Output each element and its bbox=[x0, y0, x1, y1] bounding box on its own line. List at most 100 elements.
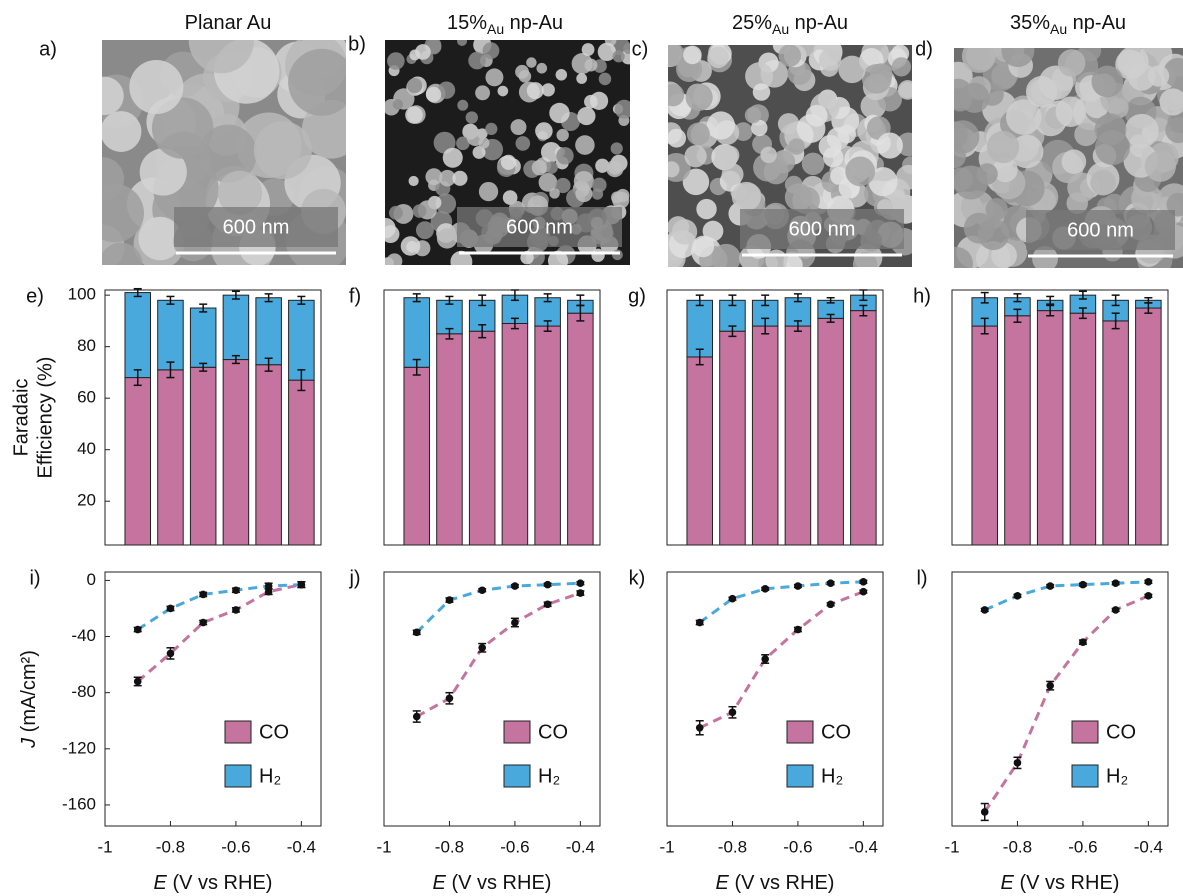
panel-label: b) bbox=[348, 33, 366, 55]
sem-grain bbox=[720, 146, 739, 165]
column-title: 25%Au np-Au bbox=[732, 12, 848, 36]
scale-bar-label: 600 nm bbox=[789, 218, 856, 240]
sem-image: 600 nm bbox=[939, 31, 1183, 280]
data-point bbox=[167, 605, 175, 613]
bar-segment bbox=[223, 295, 249, 359]
sem-grain bbox=[389, 206, 403, 220]
title-rest: np-Au bbox=[1067, 12, 1126, 34]
data-point bbox=[696, 619, 704, 627]
y-tick-label: -80 bbox=[71, 682, 96, 701]
sem-grain bbox=[611, 142, 623, 154]
sem-grain bbox=[838, 56, 865, 83]
data-point bbox=[134, 678, 142, 686]
sem-grain bbox=[662, 84, 684, 106]
chart-bar: h) bbox=[913, 285, 1168, 545]
data-point bbox=[413, 713, 421, 721]
bar-segment bbox=[851, 311, 877, 545]
sem-grain bbox=[732, 182, 761, 211]
legend-label: H₂ bbox=[1106, 765, 1128, 787]
data-point bbox=[729, 709, 737, 717]
sem-grain bbox=[616, 189, 629, 202]
data-point bbox=[1046, 682, 1054, 690]
data-point bbox=[1112, 606, 1120, 614]
panel-label: k) bbox=[629, 567, 646, 589]
panel-label: d) bbox=[915, 38, 933, 60]
y-tick-label: 100 bbox=[68, 285, 96, 304]
data-point bbox=[478, 644, 486, 652]
data-point bbox=[794, 582, 802, 590]
series-line bbox=[138, 585, 302, 682]
data-point bbox=[827, 579, 835, 587]
data-point bbox=[1145, 578, 1153, 586]
data-point bbox=[577, 579, 585, 587]
data-point bbox=[1014, 592, 1022, 600]
sem-grain bbox=[778, 113, 799, 134]
bar-segment bbox=[125, 378, 151, 545]
data-point bbox=[446, 596, 454, 604]
panel-label: h) bbox=[913, 285, 931, 307]
title-text: 35% bbox=[1010, 12, 1050, 34]
series-line bbox=[700, 592, 864, 728]
sem-grain bbox=[576, 73, 587, 84]
y-axis-label: J (mA/cm²) bbox=[18, 650, 40, 749]
y-tick-label: 0 bbox=[87, 570, 96, 589]
bar-segment bbox=[972, 326, 998, 545]
legend-swatch bbox=[1072, 721, 1098, 743]
sem-grain bbox=[549, 103, 569, 123]
sem-grain bbox=[1145, 150, 1176, 181]
bar-segment bbox=[1103, 321, 1129, 545]
sem-grain bbox=[599, 73, 612, 86]
data-point bbox=[232, 606, 240, 614]
sem-grain bbox=[443, 148, 463, 168]
sem-grain bbox=[687, 122, 710, 145]
data-point bbox=[167, 650, 175, 658]
legend-swatch bbox=[1072, 765, 1098, 787]
sem-image: 600 nm bbox=[657, 35, 921, 277]
sem-grain bbox=[545, 161, 558, 174]
sem-grain bbox=[101, 111, 142, 152]
sem-grain bbox=[467, 128, 485, 146]
sem-grain bbox=[405, 106, 423, 124]
sem-grain bbox=[416, 221, 434, 239]
legend-label: CO bbox=[259, 721, 289, 743]
sem-grain bbox=[485, 123, 497, 135]
sem-grain bbox=[511, 119, 527, 135]
sem-grain bbox=[898, 80, 918, 100]
sem-grain bbox=[788, 138, 804, 154]
sem-grain bbox=[954, 166, 988, 200]
chart-bar: f) bbox=[349, 285, 600, 545]
panel-label: e) bbox=[26, 285, 44, 307]
sem-grain bbox=[686, 84, 713, 111]
x-tick-label: -0.6 bbox=[221, 837, 250, 856]
title-rest: np-Au bbox=[504, 12, 563, 34]
data-point bbox=[511, 619, 519, 627]
sem-grain bbox=[575, 185, 592, 202]
x-axis-label: E (V vs RHE) bbox=[433, 872, 552, 894]
x-tick-label: -0.4 bbox=[1134, 837, 1163, 856]
x-axis-label: E (V vs RHE) bbox=[1001, 872, 1120, 894]
sem-grain bbox=[683, 46, 702, 65]
panel-label: f) bbox=[349, 285, 361, 307]
y-tick-label: 20 bbox=[77, 491, 96, 510]
sem-grain bbox=[615, 100, 634, 119]
x-tick-label: -0.8 bbox=[435, 837, 464, 856]
bar-segment bbox=[469, 331, 495, 545]
y-tick-label: 80 bbox=[77, 336, 96, 355]
bar-segment bbox=[502, 323, 528, 545]
data-point bbox=[1145, 592, 1153, 600]
x-tick-label: -0.8 bbox=[718, 837, 747, 856]
y-tick-label: -40 bbox=[71, 626, 96, 645]
sem-grain bbox=[1026, 76, 1057, 107]
y-tick-label: 60 bbox=[77, 388, 96, 407]
x-tick-label: -0.8 bbox=[1003, 837, 1032, 856]
bar-segment bbox=[437, 334, 463, 545]
data-point bbox=[860, 588, 868, 596]
bar-segment bbox=[158, 300, 184, 370]
sem-grain bbox=[819, 49, 841, 71]
bar-segment bbox=[687, 300, 713, 357]
x-tick-label: -1 bbox=[944, 837, 959, 856]
legend-swatch bbox=[225, 721, 251, 743]
sem-grain bbox=[577, 107, 595, 125]
bar-segment bbox=[404, 298, 430, 368]
sem-grain bbox=[1058, 49, 1086, 77]
